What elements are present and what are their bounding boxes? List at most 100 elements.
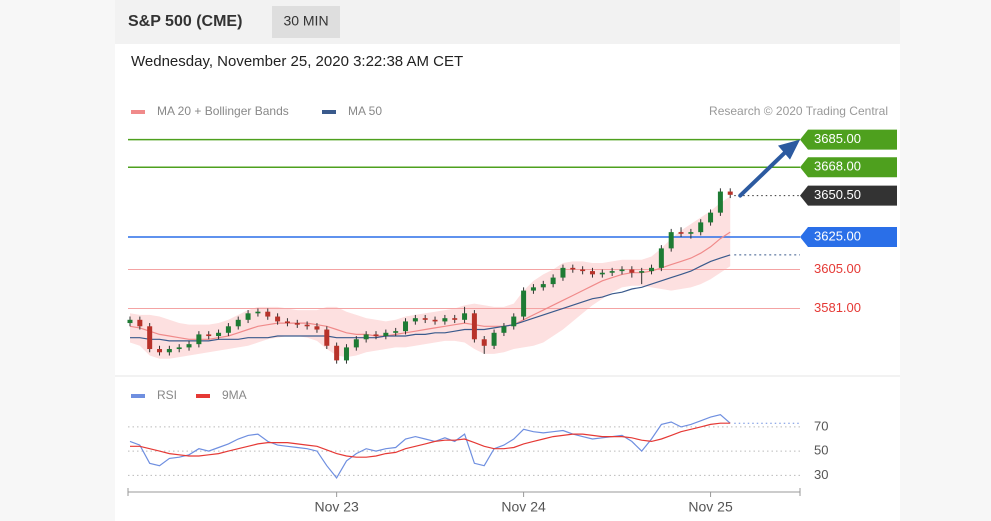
candle-body xyxy=(383,332,389,337)
level-label: 3685.00 xyxy=(814,131,861,146)
candle-body xyxy=(521,290,527,317)
y-tick-label: 30 xyxy=(814,467,828,482)
candle-body xyxy=(717,191,723,213)
candle-body xyxy=(688,232,694,234)
candle-body xyxy=(147,326,153,350)
level-label: 3668.00 xyxy=(814,159,861,174)
candle-body xyxy=(363,334,369,340)
interval-badge[interactable] xyxy=(272,6,340,38)
candle-body xyxy=(668,232,674,249)
legend-label: MA 50 xyxy=(348,104,382,118)
candle-body xyxy=(698,222,704,233)
legend-swatch xyxy=(196,394,210,398)
candle-body xyxy=(265,311,271,317)
instrument-title: S&P 500 (CME) xyxy=(128,13,242,30)
candle-body xyxy=(481,339,487,346)
legend-label: MA 20 + Bollinger Bands xyxy=(157,104,289,118)
candle-body xyxy=(245,313,251,320)
candle-body xyxy=(462,313,468,320)
y-tick-label: 50 xyxy=(814,443,828,458)
level-tag xyxy=(800,129,897,150)
candle-body xyxy=(511,316,517,327)
candle-body xyxy=(658,248,664,268)
candle-body xyxy=(255,311,261,314)
x-tick-label: Nov 23 xyxy=(314,499,359,515)
candle-body xyxy=(452,318,458,320)
candle-body xyxy=(353,339,359,348)
candle-body xyxy=(471,313,477,340)
candle-body xyxy=(708,212,714,223)
candle-body xyxy=(137,319,143,327)
forecast-arrow xyxy=(738,149,788,198)
candle-body xyxy=(422,318,428,320)
indicator-line xyxy=(130,422,731,458)
candle-body xyxy=(629,269,635,273)
candle-body xyxy=(196,334,202,345)
candle-body xyxy=(678,232,684,234)
candle-body xyxy=(560,267,566,278)
candle-body xyxy=(235,319,241,327)
candle-body xyxy=(589,271,595,275)
header-bar xyxy=(115,0,900,44)
candle-body xyxy=(294,323,300,325)
timestamp: Wednesday, November 25, 2020 3:22:38 AM … xyxy=(131,53,463,70)
candle-body xyxy=(284,321,290,324)
candle-body xyxy=(491,332,497,346)
forecast-arrowhead xyxy=(778,139,800,160)
candle-body xyxy=(580,269,586,272)
candle-body xyxy=(619,269,625,272)
candle-body xyxy=(550,277,556,285)
candle-body xyxy=(176,347,182,350)
panel xyxy=(115,0,900,521)
level-tag xyxy=(800,227,897,248)
candle-body xyxy=(412,318,418,322)
candle-body xyxy=(127,319,133,324)
candle-body xyxy=(186,344,192,348)
indicator-line xyxy=(129,414,731,479)
candle-body xyxy=(570,267,576,270)
level-label: 3625.00 xyxy=(814,228,861,243)
level-label: 3605.00 xyxy=(814,261,861,276)
candle-body xyxy=(727,191,733,195)
candle-body xyxy=(639,271,645,273)
legend-label: 9MA xyxy=(222,388,247,402)
candle-body xyxy=(540,284,546,288)
candle-body xyxy=(442,318,448,322)
x-tick-label: Nov 25 xyxy=(688,499,733,515)
y-tick-label: 70 xyxy=(814,418,828,433)
candle-body xyxy=(609,271,615,273)
level-label: 3581.00 xyxy=(814,300,861,315)
ma-line xyxy=(129,231,731,340)
interval-label[interactable]: 30 MIN xyxy=(283,13,328,29)
candle-body xyxy=(530,287,536,291)
candle-body xyxy=(324,329,330,346)
candle-body xyxy=(599,272,605,275)
candle-body xyxy=(304,324,310,327)
candle-body xyxy=(393,331,399,333)
candle-body xyxy=(649,267,655,272)
legend-swatch xyxy=(131,394,145,398)
legend-swatch xyxy=(322,110,336,114)
candle-body xyxy=(403,321,409,332)
candle-body xyxy=(157,349,163,353)
x-tick-label: Nov 24 xyxy=(501,499,546,515)
candle-body xyxy=(334,345,340,361)
candle-body xyxy=(275,316,281,322)
candle-body xyxy=(501,326,507,333)
candle-body xyxy=(225,326,231,333)
candle-body xyxy=(373,334,379,337)
candle-body xyxy=(166,349,172,353)
credit: Research © 2020 Trading Central xyxy=(709,104,888,118)
candle-body xyxy=(343,347,349,361)
candle-body xyxy=(314,326,320,330)
legend-label: RSI xyxy=(157,388,177,402)
candle-body xyxy=(216,332,222,337)
candle-body xyxy=(432,319,438,322)
ma-line xyxy=(130,254,731,342)
candle-body xyxy=(206,334,212,337)
level-tag xyxy=(800,157,897,178)
current-price-tag xyxy=(800,185,897,206)
legend-swatch xyxy=(131,110,145,114)
current-price-label: 3650.50 xyxy=(814,187,861,202)
